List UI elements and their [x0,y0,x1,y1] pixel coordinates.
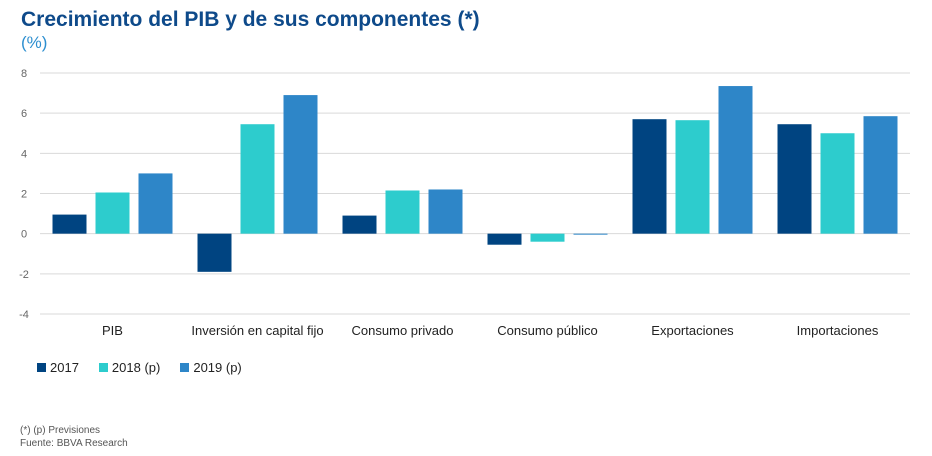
x-category-label: Exportaciones [651,323,734,338]
y-tick-label: 6 [21,108,27,120]
bar-2018p [820,133,855,234]
chart-unit: (%) [21,33,48,52]
bar-2018p [95,192,130,234]
footnote-previsiones: (*) (p) Previsiones [20,425,101,436]
bar-2017 [632,119,667,234]
y-tick-label: 8 [21,68,27,80]
legend-label-2019: 2019 (p) [193,360,242,375]
legend-label-2017: 2017 [50,360,79,375]
bar-2019p [138,173,173,234]
bar-2018p [385,190,420,234]
y-tick-label: -2 [19,269,29,281]
footnotes: (*) (p) Previsiones Fuente: BBVA Researc… [20,424,128,450]
source-note: Fuente: BBVA Research [20,438,128,449]
bar-2019p [718,86,753,234]
x-category-label: Importaciones [797,323,879,338]
x-category-label: Consumo público [497,323,597,338]
bar-2019p [573,233,608,235]
y-tick-label: 2 [21,189,27,201]
bar-2017 [197,233,232,272]
legend-swatch-2017 [37,363,46,372]
legend-label-2018: 2018 (p) [111,360,161,375]
legend-swatch-2018 [98,363,108,372]
y-tick-label: 0 [21,229,27,241]
x-category-label: Consumo privado [352,323,454,338]
bar-2019p [428,189,463,234]
legend: 2017 2018 (p) 2019 (p) [37,360,262,375]
legend-item-2017: 2017 [37,360,79,375]
legend-swatch-2019 [180,363,190,372]
legend-item-2019: 2019 (p) [180,360,242,375]
bar-2019p [283,95,318,234]
bar-2017 [52,214,87,234]
x-category-label: PIB [102,323,123,338]
x-category-label: Inversión en capital fijo [191,323,323,338]
bar-2017 [342,215,377,234]
bar-2018p [240,124,275,234]
bar-2018p [675,120,710,234]
y-tick-label: 4 [21,148,27,160]
bar-2017 [777,124,812,234]
y-tick-label: -4 [19,309,29,321]
bar-2018p [530,233,565,242]
legend-item-2018: 2018 (p) [98,360,161,375]
chart-title: Crecimiento del PIB y de sus componentes… [21,8,480,31]
bar-2019p [863,116,898,234]
bar-2017 [487,233,522,245]
